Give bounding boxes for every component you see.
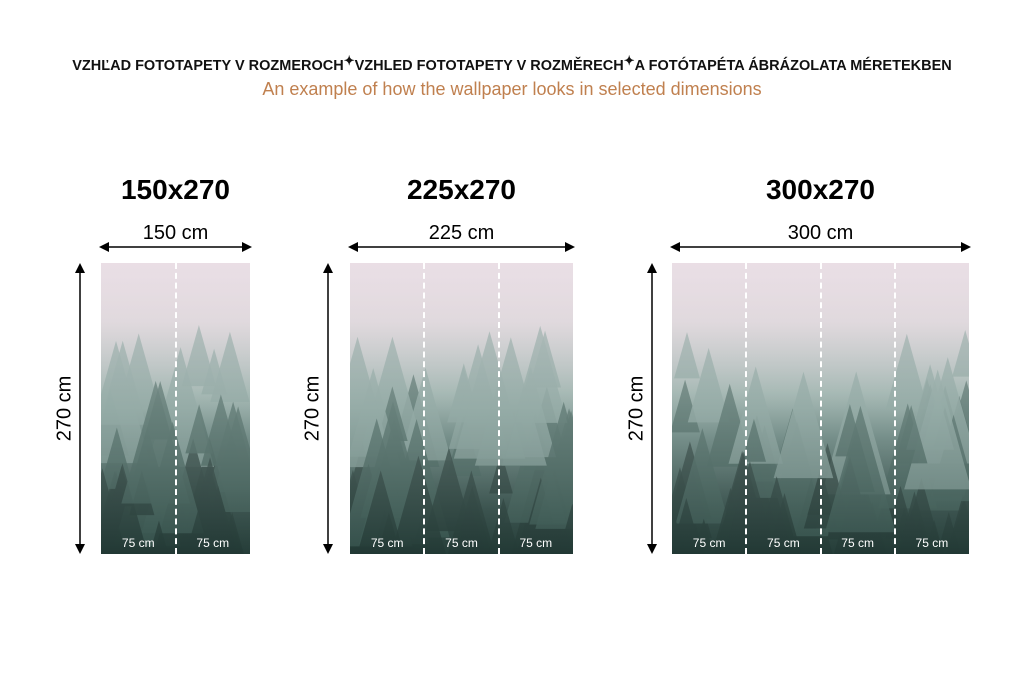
strip-seam: [174, 263, 177, 554]
title-cz: VZHLED FOTOTAPETY V ROZMĚRECH: [354, 58, 624, 74]
wallpaper-preview: 75 cm 75 cm 75 cm 75 cm: [672, 263, 969, 554]
sparkle-icon: ✦: [343, 53, 355, 68]
strip-width-label: 75 cm: [121, 536, 155, 550]
title-sk: VZHĽAD FOTOTAPETY V ROZMEROCH: [72, 58, 344, 74]
page-title: VZHĽAD FOTOTAPETY V ROZMEROCH✦VZHLED FOT…: [0, 53, 1024, 74]
height-arrow-icon: [323, 263, 333, 554]
size-label: 150x270: [120, 174, 230, 205]
strip-seam: [819, 263, 822, 554]
strip-width-label: 75 cm: [196, 536, 230, 550]
width-arrow-icon: [99, 242, 252, 252]
sparkle-icon: ✦: [623, 53, 635, 68]
strip-width-label: 75 cm: [370, 536, 404, 550]
width-arrow-icon: [670, 242, 971, 252]
forest-image: [101, 263, 250, 554]
size-label: 225x270: [406, 174, 516, 205]
height-arrow-icon: [647, 263, 657, 554]
subtitle: An example of how the wallpaper looks in…: [262, 79, 762, 99]
strip-width-label: 75 cm: [519, 536, 553, 550]
strip-seam: [893, 263, 896, 554]
wallpaper-preview: 75 cm 75 cm: [101, 263, 250, 554]
strip-seam: [423, 263, 426, 554]
strip-seam: [497, 263, 500, 554]
width-label: 300 cm: [787, 222, 854, 244]
strip-width-label: 75 cm: [445, 536, 478, 550]
strip-width-label: 75 cm: [915, 536, 949, 550]
strip-seam: [745, 263, 748, 554]
width-label: 225 cm: [428, 222, 495, 244]
strip-width-label: 75 cm: [841, 536, 874, 550]
strip-width-label: 75 cm: [692, 536, 726, 550]
height-label: 270 cm: [625, 375, 648, 441]
strip-width-label: 75 cm: [767, 536, 800, 550]
wallpaper-preview: 75 cm 75 cm 75 cm: [350, 263, 573, 554]
forest-image: [350, 263, 573, 554]
height-label: 270 cm: [53, 375, 76, 441]
size-label: 300x270: [765, 174, 875, 205]
width-label: 150 cm: [142, 222, 209, 244]
title-hu: A FOTÓTAPÉTA ÁBRÁZOLATA MÉRETEKBEN: [634, 58, 952, 74]
height-label: 270 cm: [301, 375, 324, 441]
height-arrow-icon: [75, 263, 85, 554]
width-arrow-icon: [348, 242, 575, 252]
